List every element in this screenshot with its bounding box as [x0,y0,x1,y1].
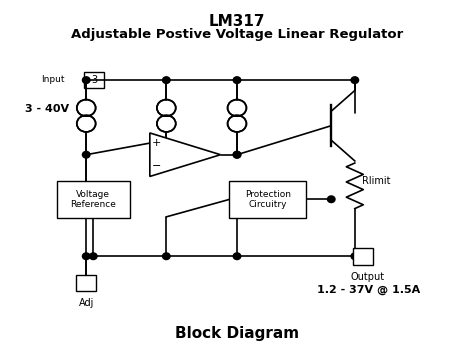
Circle shape [351,77,358,83]
Text: +: + [152,138,162,148]
Text: Voltage
Reference: Voltage Reference [70,190,116,209]
FancyBboxPatch shape [76,275,96,291]
Circle shape [77,100,95,116]
Circle shape [157,100,175,116]
Text: Input: Input [42,75,65,84]
Text: 1.2 - 37V @ 1.5A: 1.2 - 37V @ 1.5A [317,284,420,295]
Circle shape [163,253,170,260]
Circle shape [228,116,246,131]
Text: 1: 1 [83,278,89,288]
Text: 3: 3 [91,75,97,85]
Text: −: − [152,161,162,171]
Circle shape [228,100,246,116]
Circle shape [351,253,358,260]
Circle shape [233,151,241,158]
Circle shape [82,77,90,83]
FancyBboxPatch shape [229,181,306,218]
FancyBboxPatch shape [354,248,373,264]
Circle shape [233,151,241,158]
Circle shape [233,253,241,260]
Text: 3 - 40V: 3 - 40V [25,104,69,114]
Text: Output: Output [351,272,385,282]
Text: Adj: Adj [79,298,94,308]
Circle shape [90,253,97,260]
Text: Rlimit: Rlimit [362,176,391,186]
Circle shape [233,77,241,83]
Polygon shape [150,133,220,176]
Text: Adjustable Postive Voltage Linear Regulator: Adjustable Postive Voltage Linear Regula… [71,28,403,41]
Text: 2: 2 [360,251,366,261]
FancyBboxPatch shape [57,181,129,218]
Circle shape [157,116,175,131]
Circle shape [77,116,95,131]
Text: Protection
Circuitry: Protection Circuitry [245,190,291,209]
Circle shape [328,196,335,203]
Text: LM317: LM317 [209,14,265,29]
Circle shape [163,77,170,83]
Circle shape [82,253,90,260]
Text: Block Diagram: Block Diagram [175,326,299,341]
FancyBboxPatch shape [84,72,104,88]
Circle shape [82,151,90,158]
